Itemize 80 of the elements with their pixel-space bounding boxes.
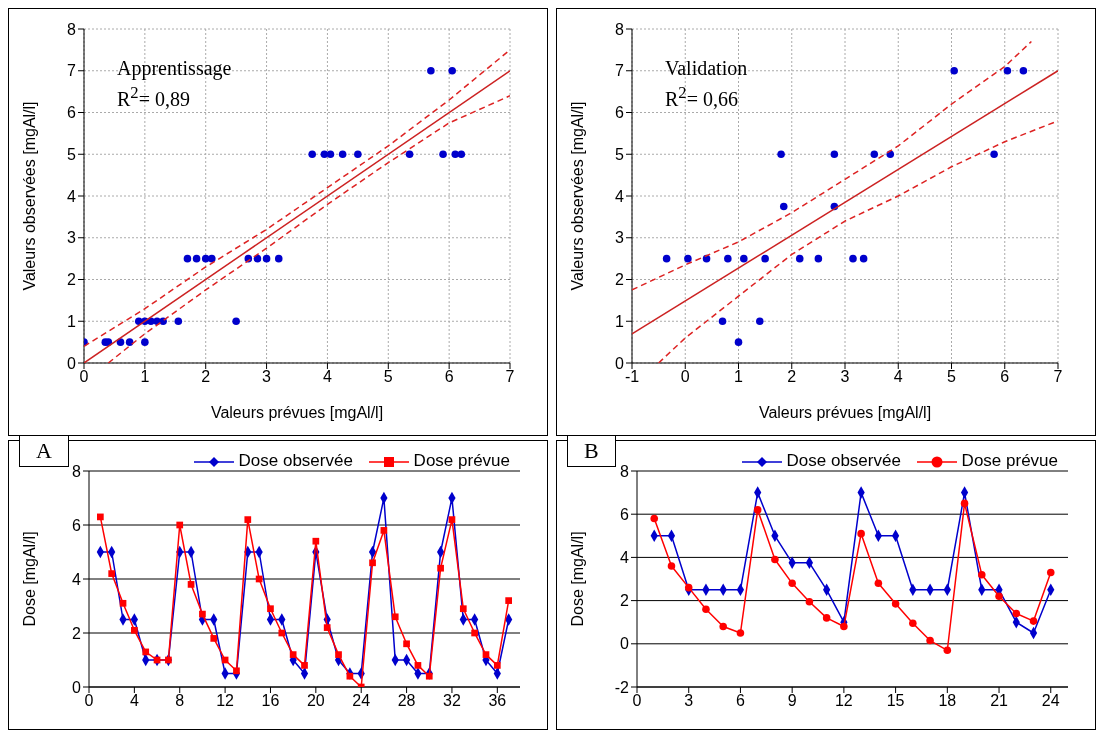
y-tick-label: 0 (67, 354, 77, 372)
annotation: R$^{2}$= 0,66 (665, 83, 738, 111)
x-tick-label: 3 (840, 368, 850, 386)
y-tick-label: 5 (67, 145, 77, 163)
legend-label: Dose observée (785, 451, 901, 471)
x-tick-label: 15 (886, 692, 905, 710)
y-axis-title: Dose [mgAl/l] (20, 531, 38, 627)
x-tick-label: 12 (216, 692, 235, 710)
y-tick-label: 2 (72, 624, 82, 642)
chart-title: B (567, 435, 616, 467)
y-axis-title: Dose [mgAl/l] (568, 531, 586, 627)
y-tick-label: 1 (615, 312, 625, 330)
y-tick-label: 1 (67, 312, 77, 330)
y-tick-label: 5 (615, 145, 625, 163)
y-tick-label: 0 (620, 635, 630, 653)
x-tick-label: 28 (397, 692, 416, 710)
x-tick-label: 8 (175, 692, 185, 710)
y-tick-label: 2 (67, 271, 77, 289)
y-tick-label: 4 (620, 549, 630, 567)
y-tick-label: 0 (615, 354, 625, 372)
x-tick-label: 9 (787, 692, 797, 710)
chart-title: A (19, 435, 69, 467)
y-tick-label: 3 (615, 229, 625, 247)
x-tick-label: 12 (834, 692, 853, 710)
x-axis-title: Valeurs prévues [mgAl/l] (758, 404, 932, 421)
y-axis-title: Valeurs observées [mgAl/l] (568, 101, 586, 291)
y-tick-label: 8 (615, 20, 625, 38)
x-tick-label: 0 (632, 692, 642, 710)
y-tick-label: 4 (67, 187, 77, 205)
x-tick-label: 18 (938, 692, 957, 710)
y-tick-label: 7 (615, 62, 625, 80)
x-tick-label: 24 (352, 692, 371, 710)
x-tick-label: 21 (990, 692, 1009, 710)
x-tick-label: 3 (684, 692, 694, 710)
annotation: Validation (665, 57, 748, 80)
annotation: Apprentissage (117, 57, 232, 80)
y-tick-label: 7 (67, 62, 77, 80)
x-tick-label: 36 (488, 692, 507, 710)
x-tick-label: 5 (947, 368, 957, 386)
y-tick-label: 8 (72, 462, 82, 480)
y-tick-label: 4 (72, 570, 82, 588)
x-tick-label: 2 (201, 368, 211, 386)
y-tick-label: 6 (67, 104, 77, 122)
x-tick-label: -1 (624, 368, 640, 386)
y-tick-label: 3 (67, 229, 77, 247)
x-tick-label: 4 (322, 368, 332, 386)
legend-label: Dose prévue (960, 451, 1058, 471)
y-tick-label: 8 (620, 462, 630, 480)
x-tick-label: 4 (129, 692, 139, 710)
x-tick-label: 7 (1053, 368, 1063, 386)
x-tick-label: 4 (893, 368, 903, 386)
annotation: R$^{2}$= 0,89 (117, 83, 190, 111)
x-tick-label: 5 (383, 368, 393, 386)
x-tick-label: 6 (444, 368, 454, 386)
x-tick-label: 1 (140, 368, 150, 386)
legend-label: Dose prévue (412, 451, 510, 471)
y-tick-label: 2 (620, 592, 630, 610)
x-tick-label: 20 (306, 692, 325, 710)
y-tick-label: 6 (615, 104, 625, 122)
x-tick-label: 0 (84, 692, 94, 710)
x-tick-label: 7 (505, 368, 515, 386)
x-tick-label: 1 (734, 368, 744, 386)
y-tick-label: 6 (620, 505, 630, 523)
x-tick-label: 3 (262, 368, 272, 386)
y-tick-label: 4 (615, 187, 625, 205)
x-tick-label: 32 (443, 692, 461, 710)
y-axis-title: Valeurs observées [mgAl/l] (20, 101, 38, 291)
x-tick-label: 6 (1000, 368, 1010, 386)
x-tick-label: 24 (1041, 692, 1060, 710)
y-tick-label: 0 (72, 678, 82, 696)
x-tick-label: 2 (787, 368, 797, 386)
x-tick-label: 0 (680, 368, 690, 386)
x-axis-title: Valeurs prévues [mgAl/l] (210, 404, 384, 421)
legend-label: Dose observée (237, 451, 353, 471)
y-tick-label: 8 (67, 20, 77, 38)
y-tick-label: 2 (615, 271, 625, 289)
y-tick-label: 6 (72, 516, 82, 534)
x-tick-label: 6 (735, 692, 745, 710)
x-tick-label: 16 (261, 692, 280, 710)
y-tick-label: -2 (614, 678, 630, 696)
